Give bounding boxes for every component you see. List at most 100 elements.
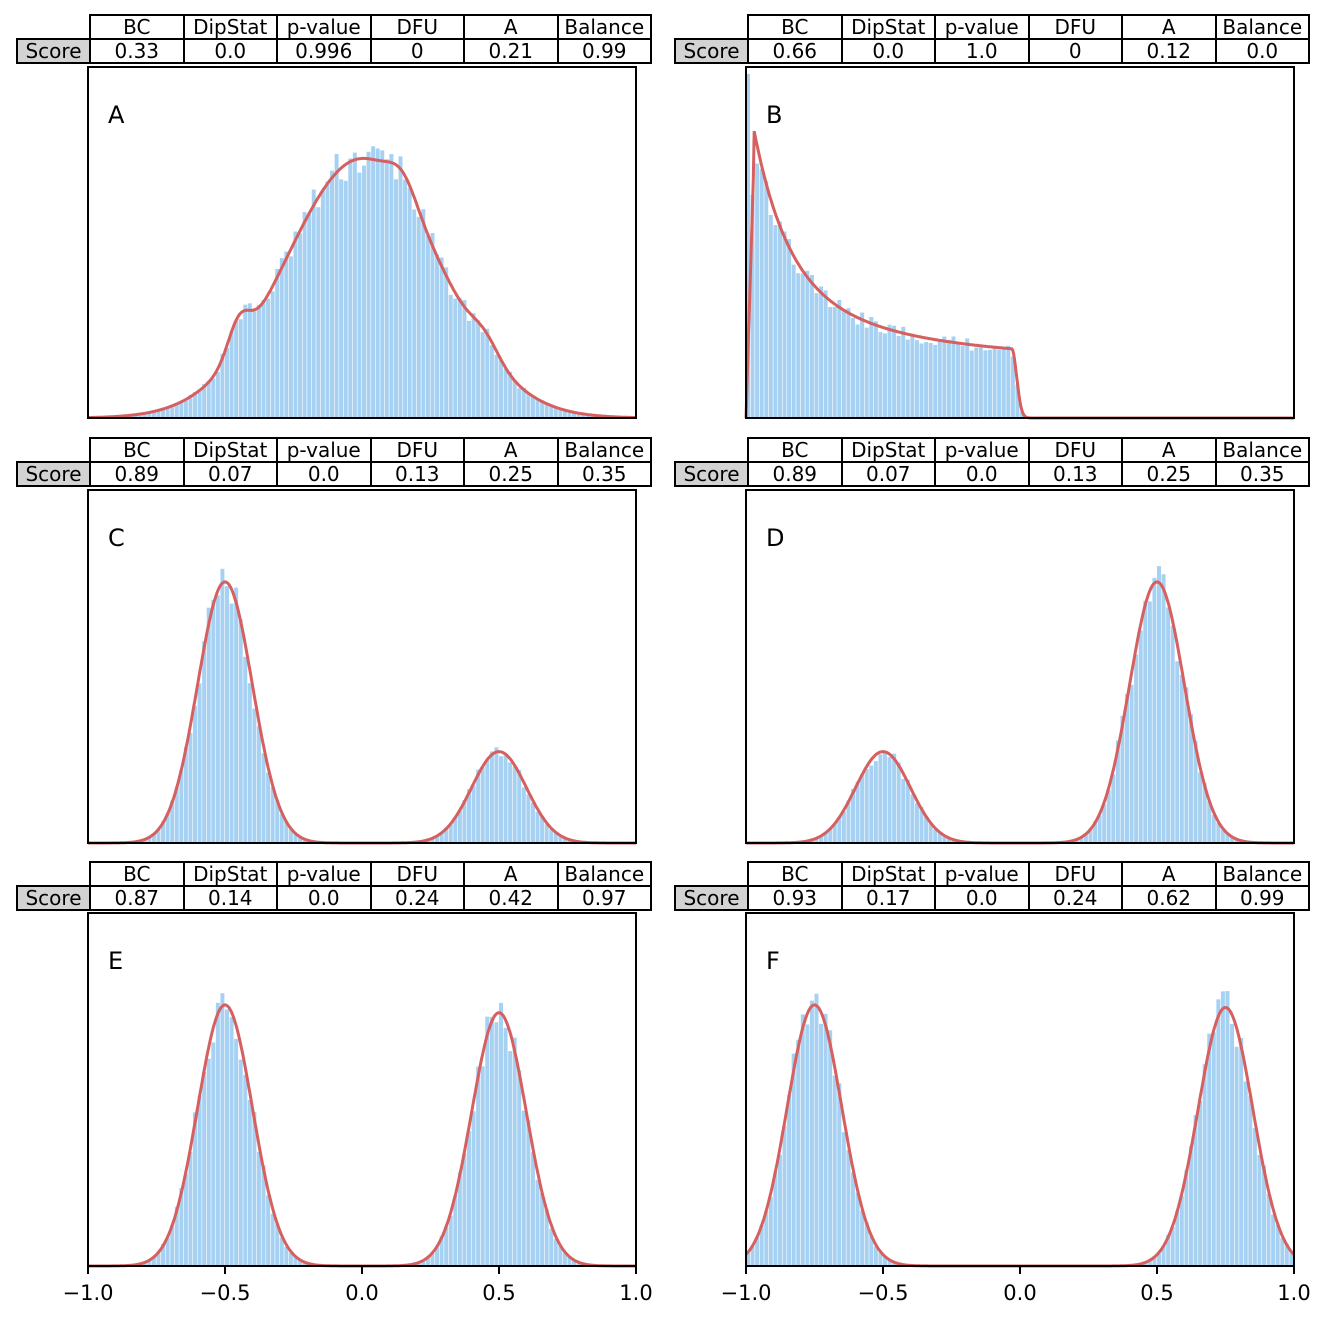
histogram-bar	[156, 829, 161, 843]
histogram-bar	[796, 273, 801, 418]
x-tick-label: 1.0	[1277, 1281, 1310, 1305]
panel-label: B	[766, 101, 782, 129]
histogram-bar	[540, 1192, 545, 1266]
table-column-header: Balance	[556, 861, 652, 887]
histogram-bar	[1157, 566, 1161, 843]
histogram-bar	[151, 1256, 156, 1266]
histogram-bar	[965, 338, 970, 418]
table-cell: 0.0	[934, 885, 1030, 911]
histogram-bar	[1006, 345, 1011, 418]
table-cell: 0.25	[463, 461, 559, 487]
histogram-bar	[229, 603, 234, 843]
histogram-bar	[892, 753, 897, 843]
histogram-bar	[787, 1095, 792, 1266]
table-column-header: DipStat	[840, 14, 936, 40]
table-column-header: BC	[747, 14, 843, 40]
table-row-header: Score	[16, 885, 91, 911]
table-cell: 0.13	[1027, 461, 1123, 487]
histogram-bar	[298, 1259, 303, 1266]
histogram-bar	[540, 815, 545, 843]
table-cell: 0.35	[1214, 461, 1310, 487]
histogram-bar	[1088, 828, 1093, 843]
histogram-bar	[978, 345, 983, 418]
histogram-bar	[535, 1179, 540, 1266]
histogram-bar	[202, 641, 207, 843]
histogram-bar	[512, 766, 517, 843]
histogram-bar	[421, 209, 426, 418]
histogram-bar	[567, 1257, 572, 1266]
table-column-header: A	[1121, 437, 1217, 463]
histogram-bar	[238, 619, 243, 843]
histogram-bar	[476, 769, 481, 843]
table-row-header: Score	[674, 885, 749, 911]
histogram-bar	[1001, 347, 1006, 418]
histogram-bar	[275, 268, 280, 418]
histogram-bar	[1202, 782, 1207, 843]
histogram-bar	[252, 1112, 257, 1266]
table-column-header: Balance	[1214, 861, 1310, 887]
histogram-bar	[517, 1070, 522, 1266]
histogram-bar	[229, 330, 234, 418]
histogram-bar	[380, 150, 385, 419]
histogram-bar	[444, 1226, 449, 1266]
histogram-bar	[439, 257, 444, 418]
histogram-bar	[161, 408, 166, 418]
histogram-bar	[878, 754, 883, 843]
table-corner	[675, 862, 748, 886]
histogram-bar	[247, 303, 252, 418]
histogram-bar	[919, 807, 924, 843]
table-cell: 0	[1027, 38, 1123, 64]
histogram-bar	[924, 342, 929, 418]
histogram-bar	[480, 1066, 485, 1266]
histogram-bar	[393, 179, 398, 418]
table-column-header: DipStat	[182, 861, 278, 887]
histogram-bar	[549, 1228, 554, 1266]
histogram-bar	[814, 838, 819, 843]
histogram-bar	[188, 394, 193, 418]
histogram-bar	[576, 413, 581, 418]
histogram-bar	[206, 607, 211, 843]
histogram-bar	[530, 802, 535, 843]
table-cell: 0.62	[1121, 885, 1217, 911]
histogram-bar	[860, 773, 865, 843]
histogram-bar	[851, 317, 855, 418]
histogram-bar	[901, 779, 906, 843]
histogram-bar	[914, 340, 919, 418]
histogram-bar	[1175, 1210, 1180, 1266]
table-cell: 0.21	[463, 38, 559, 64]
histogram-bar	[933, 829, 938, 843]
histogram-bar	[1211, 1032, 1216, 1266]
histogram-bar	[860, 1210, 865, 1266]
table-cell: 1.0	[934, 38, 1030, 64]
histogram-bar	[193, 1112, 197, 1266]
table-cell: 0.99	[556, 38, 652, 64]
histogram-bar	[453, 1195, 458, 1266]
histogram-bar	[1138, 630, 1143, 843]
histogram-bar	[823, 290, 828, 418]
histogram-bar	[261, 753, 266, 843]
histogram-bar	[828, 1030, 833, 1266]
histogram-bar	[919, 343, 924, 418]
histogram-bar	[471, 785, 476, 843]
histogram-bar	[997, 349, 1002, 418]
histogram-bar	[211, 600, 216, 843]
histogram-bar	[462, 800, 467, 843]
histogram-bar	[773, 225, 778, 418]
histogram-bar	[864, 1222, 869, 1266]
histogram-bar	[133, 414, 138, 418]
histogram-bar	[933, 344, 938, 418]
histogram-bar	[435, 1246, 440, 1266]
histogram-bar	[1147, 601, 1152, 843]
histogram-bar	[823, 832, 828, 843]
x-tick-label: 1.0	[619, 1281, 652, 1305]
histogram-bar	[1225, 833, 1230, 843]
histogram-bar	[256, 1151, 261, 1266]
table-row-header: Score	[674, 38, 749, 64]
histogram-bar	[928, 823, 933, 843]
histogram-bar	[558, 409, 563, 418]
histogram-bar	[252, 311, 257, 418]
panel-label: D	[766, 524, 784, 552]
histogram-bar	[1161, 1246, 1166, 1266]
table-column-header: p-value	[276, 437, 372, 463]
histogram-bar	[147, 836, 152, 843]
